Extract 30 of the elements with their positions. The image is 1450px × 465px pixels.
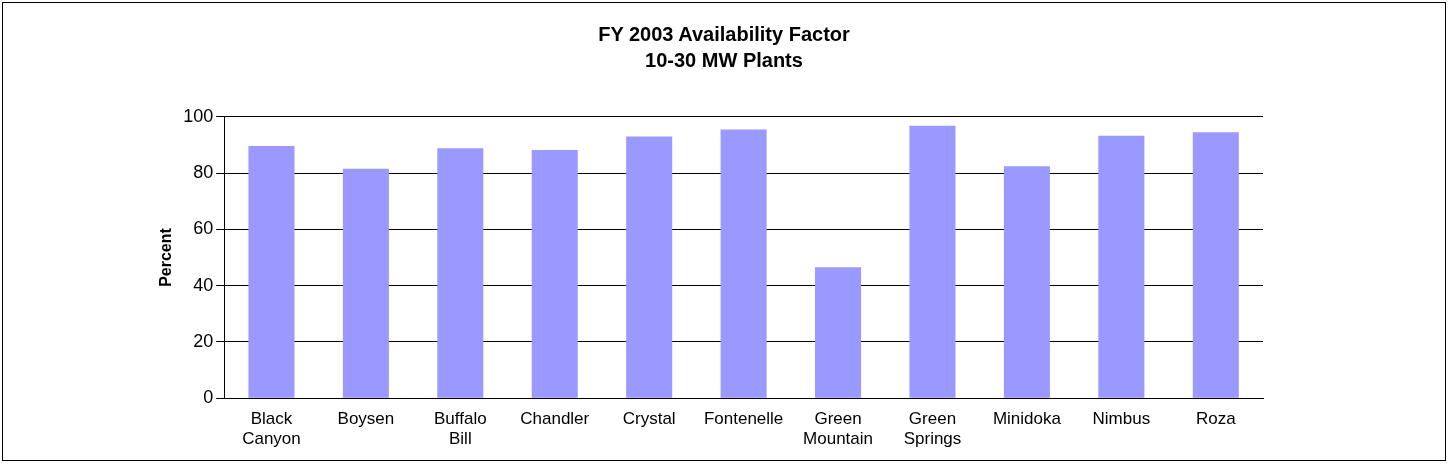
x-tick-label: Black Canyon <box>242 409 301 449</box>
bar <box>248 146 295 398</box>
bar <box>626 136 673 398</box>
x-tick-label: Green Springs <box>903 409 962 449</box>
bar <box>531 150 578 398</box>
x-tick-label: Fontenelle <box>703 409 784 429</box>
y-tick-label: 80 <box>193 162 214 183</box>
y-axis-title: Percent <box>157 227 175 287</box>
bar <box>437 148 484 398</box>
x-tick-label: Boysen <box>337 409 395 429</box>
y-tick-label: 60 <box>193 218 214 239</box>
x-tick-label: Crystal <box>622 409 676 429</box>
x-tick-label: Minidoka <box>992 409 1062 429</box>
bar <box>342 168 389 398</box>
y-tick-label: 100 <box>183 105 214 126</box>
chart-title: FY 2003 Availability Factor 10-30 MW Plants <box>597 22 851 73</box>
bar <box>1003 166 1050 398</box>
y-tick-label: 40 <box>193 274 214 295</box>
bar <box>1192 132 1239 398</box>
x-tick-label: Chandler <box>520 409 590 429</box>
bar <box>909 125 956 398</box>
x-tick-label: Green Mountain <box>803 409 874 449</box>
bar <box>815 267 862 398</box>
x-tick-label: Roza <box>1195 409 1237 429</box>
y-tick-label: 0 <box>203 387 214 408</box>
x-tick-label: Nimbus <box>1092 409 1151 429</box>
y-tick-label: 20 <box>193 330 214 351</box>
bar <box>720 129 767 398</box>
x-tick-label: Buffalo Bill <box>434 409 487 449</box>
bar <box>1098 135 1145 398</box>
